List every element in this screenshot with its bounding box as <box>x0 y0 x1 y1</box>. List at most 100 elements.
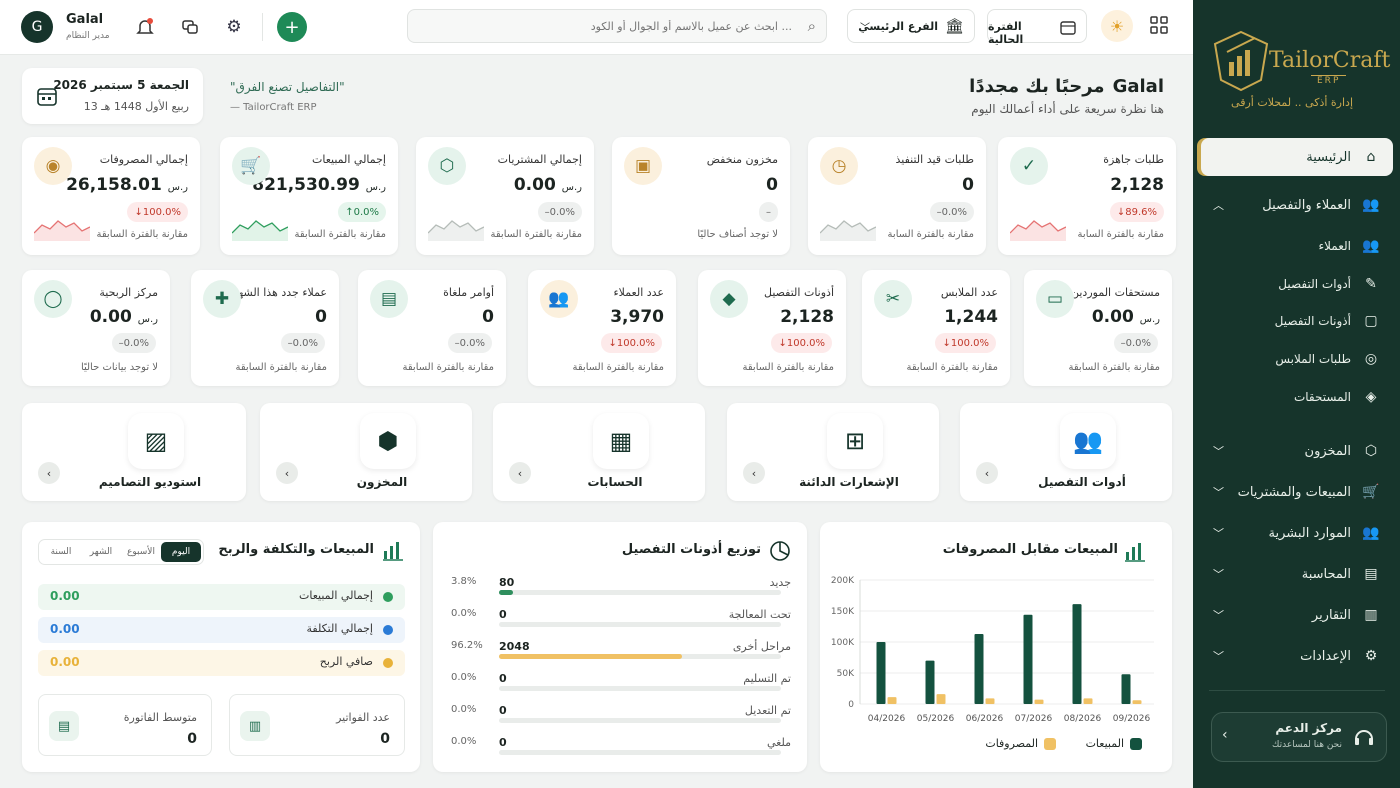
apps-button[interactable] <box>1150 16 1168 37</box>
avatar[interactable]: G <box>21 11 53 43</box>
cart-icon: 🛒 <box>232 147 270 185</box>
sidebar: TailorCraft ERP إدارة أذكى .. لمحلات أرق… <box>1193 0 1400 788</box>
avg-invoice-label: متوسط الفاتورة <box>123 711 197 724</box>
tab-today[interactable]: اليوم <box>161 542 201 562</box>
image-icon: ▨ <box>128 413 184 469</box>
quote-author: — TailorCraft ERP <box>230 102 317 113</box>
sidebar-item-label: الرئيسية <box>1306 149 1351 165</box>
y-tick-label: 100K <box>831 638 855 648</box>
sidebar-item-customers[interactable]: العملاء 👥 <box>1201 231 1393 261</box>
period-select[interactable]: الفترة الحالية <box>987 9 1087 46</box>
kpi-change: 100.0% <box>950 337 989 349</box>
trend-arrow-icon: – <box>1120 337 1126 349</box>
scissors-icon: ✂ <box>874 280 912 318</box>
y-tick-label: 0 <box>848 700 854 710</box>
sidebar-item-sales-purchases[interactable]: ﹀ المبيعات والمشتريات 🛒 <box>1201 474 1393 510</box>
settings-button[interactable]: ⚙ <box>219 12 249 42</box>
support-center-button[interactable]: ‹ مركز الدعم نحن هنا لمساعدتك <box>1211 712 1387 762</box>
kpi-card-6: إجمالي المصروفات ر.س 26,158.01 ↓ 100.0% مقار… <box>22 137 200 255</box>
search-input[interactable] <box>422 16 792 36</box>
kpi-card-4: إجمالي المشتريات ر.س 0.00 – 0.0% مقارنة بالف… <box>416 137 594 255</box>
sun-icon: ☀ <box>1109 16 1125 36</box>
tab-week[interactable]: الأسبوع <box>127 547 155 557</box>
cart-icon: 🛒 <box>1362 484 1380 500</box>
notifications-button[interactable] <box>130 12 160 42</box>
kpi-unit: ر.س <box>167 182 188 193</box>
x-tick-label: 07/2026 <box>1015 714 1053 724</box>
welcome-prefix: مرحبًا بك مجددًا <box>969 76 1105 97</box>
search-box[interactable]: ⌕ <box>407 9 827 43</box>
users-group-icon: 👥 <box>1060 413 1116 469</box>
profit-row: إجمالي المبيعات 0.00 <box>38 584 405 610</box>
kpi-label: إجمالي المشتريات <box>497 153 582 166</box>
chevron-left-icon[interactable]: ‹ <box>509 462 531 484</box>
sales-bar <box>1023 614 1033 704</box>
chevron-left-icon[interactable]: ‹ <box>276 462 298 484</box>
kpi-label: عدد الملابس <box>940 286 998 299</box>
row-count: 0 <box>499 704 507 717</box>
chevron-down-icon: ﹀ <box>1213 650 1224 663</box>
profit-row-value: 0.00 <box>50 589 80 603</box>
sparkline <box>820 220 876 241</box>
kpi-value: ر.س 821,530.99 <box>252 175 386 195</box>
kpi-number: 0 <box>315 307 327 327</box>
module-card-4[interactable]: ⬢ المخزون ‹ <box>260 403 472 501</box>
profit-row-value: 0.00 <box>50 622 80 636</box>
module-card-1[interactable]: 👥 أدوات التفصيل ‹ <box>960 403 1172 501</box>
chevron-left-icon: ‹ <box>1222 727 1228 743</box>
row-label: تم التسليم <box>743 672 791 685</box>
expenses-bar <box>936 694 946 704</box>
sidebar-item-dues[interactable]: المستحقات ◈ <box>1201 382 1393 412</box>
sidebar-item-clothing-orders[interactable]: طلبات الملابس ◎ <box>1201 344 1393 374</box>
chevron-left-icon[interactable]: ‹ <box>743 462 765 484</box>
sidebar-item-label: المبيعات والمشتريات <box>1237 484 1351 500</box>
sparkline <box>34 220 90 241</box>
sidebar-item-settings[interactable]: ﹀ الإعدادات ⚙ <box>1201 638 1393 674</box>
status-dot <box>383 625 393 635</box>
period-tabs: السنة الشهر الأسبوع اليوم <box>38 539 204 565</box>
calendar-icon <box>37 88 57 106</box>
legend-sales-swatch <box>1130 737 1142 750</box>
trend-arrow-icon: ↓ <box>942 337 951 349</box>
sidebar-item-label: الموارد البشرية <box>1268 525 1351 541</box>
sales-expenses-card: المبيعات مقابل المصروفات 0 50K 100K 150K 200… <box>820 522 1172 772</box>
module-card-5[interactable]: ▨ استوديو التصاميم ‹ <box>22 403 246 501</box>
sidebar-item-hr[interactable]: ﹀ الموارد البشرية 👥 <box>1201 515 1393 551</box>
kpi-change: 0.0% <box>549 206 575 218</box>
distribution-row: مراحل أخرى 2048 96.2% <box>451 640 791 674</box>
chevron-left-icon[interactable]: ‹ <box>976 462 998 484</box>
module-card-2[interactable]: ⊞ الإشعارات الدائنة ‹ <box>727 403 939 501</box>
sidebar-item-customers-tailoring[interactable]: ︿ العملاء والتفصيل 👥 <box>1201 187 1393 223</box>
distribution-row: تم التسليم 0 0.0% <box>451 672 791 706</box>
sales-bar <box>925 660 935 704</box>
chevron-left-icon[interactable]: ‹ <box>38 462 60 484</box>
theme-toggle[interactable]: ☀ <box>1101 10 1133 42</box>
progress-track <box>499 654 781 659</box>
sidebar-item-inventory[interactable]: ﹀ المخزون ⬡ <box>1201 433 1393 469</box>
sidebar-item-reports[interactable]: ﹀ التقارير ▥ <box>1201 597 1393 633</box>
sparkline <box>1010 220 1066 241</box>
kpi-card-10: عدد العملاء 3,970 ↓ 100.0% مقارنة بالفترة ا… <box>528 270 676 386</box>
add-button[interactable]: + <box>277 12 307 42</box>
module-card-3[interactable]: ▦ الحسابات ‹ <box>493 403 705 501</box>
messages-button[interactable] <box>175 12 205 42</box>
trend-arrow-icon: – <box>118 337 124 349</box>
quote-text: "التفاصيل تصنع الفرق" <box>230 80 345 94</box>
invoice-icon: ▤ <box>49 711 79 741</box>
kpi-card-13: مركز الربحية ر.س 0.00 – 0.0% لا توجد بيانات … <box>22 270 170 386</box>
tab-month[interactable]: الشهر <box>89 547 113 557</box>
sidebar-item-tailoring-tools[interactable]: أدوات التفصيل ✎ <box>1201 269 1393 299</box>
progress-fill <box>499 590 513 595</box>
status-dot <box>383 592 393 602</box>
sidebar-item-home[interactable]: الرئيسية ⌂ <box>1201 138 1393 176</box>
bar-chart-icon <box>1125 543 1145 562</box>
kpi-change-badge: – 0.0% <box>929 202 974 222</box>
kpi-label: أذونات التفصيل <box>763 286 834 299</box>
sidebar-item-tailoring-permits[interactable]: أذونات التفصيل ▢ <box>1201 306 1393 336</box>
tab-year[interactable]: السنة <box>50 547 72 557</box>
sidebar-item-label: التقارير <box>1311 607 1351 623</box>
sidebar-item-accounting[interactable]: ﹀ المحاسبة ▤ <box>1201 556 1393 592</box>
row-percent: 0.0% <box>451 736 477 747</box>
branch-select[interactable]: ﹀ الفرع الرئيسي 🏛 <box>847 9 975 43</box>
legend-sales: المبيعات <box>1086 737 1142 750</box>
